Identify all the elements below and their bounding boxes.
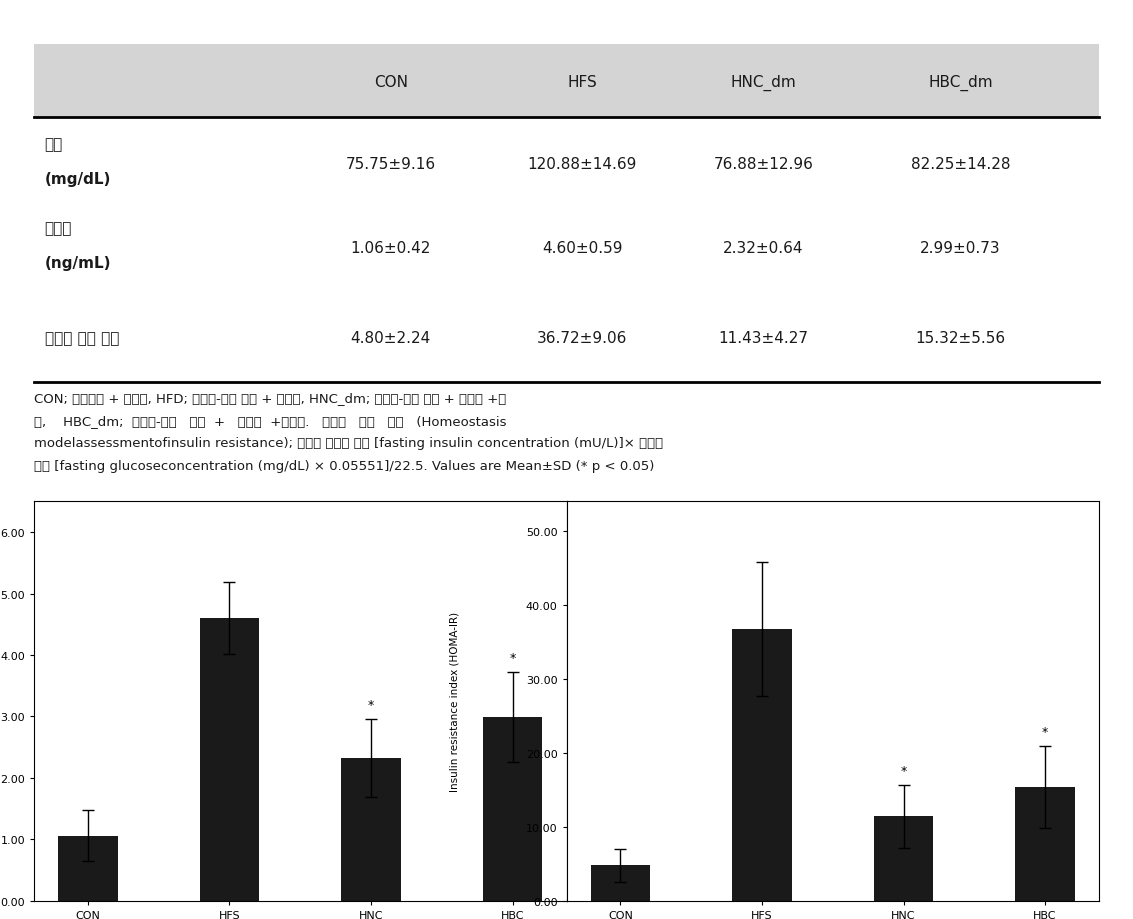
Text: (mg/dL): (mg/dL) bbox=[44, 172, 111, 187]
Bar bbox=[483, 717, 543, 901]
Text: 혈당 [fasting glucoseconcentration (mg/dL) × 0.05551]/22.5. Values are Mean±SD (* : 혈당 [fasting glucoseconcentration (mg/dL)… bbox=[34, 460, 655, 473]
Text: 2.99±0.73: 2.99±0.73 bbox=[920, 241, 1000, 255]
Text: (ng/mL): (ng/mL) bbox=[44, 255, 111, 271]
Text: 36.72±9.06: 36.72±9.06 bbox=[537, 331, 628, 346]
Text: *: * bbox=[1042, 725, 1048, 739]
Text: HBC_dm: HBC_dm bbox=[928, 74, 993, 91]
Text: HNC_dm: HNC_dm bbox=[731, 74, 796, 91]
Text: *: * bbox=[901, 764, 906, 777]
Bar bbox=[590, 865, 650, 901]
Text: CON: CON bbox=[374, 75, 408, 90]
Text: CON; 일반식이 + 증류수, HFD; 고지방-고당 식이 + 증류수, HNC_dm; 고지방-고당 식이 + 증류수 +나: CON; 일반식이 + 증류수, HFD; 고지방-고당 식이 + 증류수, H… bbox=[34, 391, 506, 404]
Text: HFS: HFS bbox=[568, 75, 597, 90]
Bar bbox=[199, 618, 259, 901]
Text: 인슐린: 인슐린 bbox=[44, 221, 73, 235]
Text: modelassessmentofinsulin resistance); 공복시 인슐린 수치 [fasting insulin concentration : modelassessmentofinsulin resistance); 공복… bbox=[34, 437, 663, 450]
Y-axis label: Insulin resistance index (HOMA-IR): Insulin resistance index (HOMA-IR) bbox=[450, 611, 460, 791]
Text: 혈당: 혈당 bbox=[44, 137, 63, 152]
Bar bbox=[58, 835, 118, 901]
Text: 4.80±2.24: 4.80±2.24 bbox=[350, 331, 431, 346]
Text: 4.60±0.59: 4.60±0.59 bbox=[543, 241, 623, 255]
Bar bbox=[1015, 788, 1075, 901]
Text: 15.32±5.56: 15.32±5.56 bbox=[915, 331, 1006, 346]
Text: 인슐린 저항 지수: 인슐린 저항 지수 bbox=[44, 331, 119, 346]
Text: 11.43±4.27: 11.43±4.27 bbox=[718, 331, 809, 346]
Text: 82.25±14.28: 82.25±14.28 bbox=[911, 157, 1011, 172]
Text: 1.06±0.42: 1.06±0.42 bbox=[350, 241, 431, 255]
Text: 76.88±12.96: 76.88±12.96 bbox=[714, 157, 813, 172]
Bar bbox=[341, 758, 401, 901]
Bar bbox=[34, 45, 1099, 118]
Bar bbox=[732, 630, 792, 901]
Text: 2.32±0.64: 2.32±0.64 bbox=[723, 241, 803, 255]
Bar bbox=[874, 816, 934, 901]
Text: 물,    HBC_dm;  고지방-고당   식이  +   증류수  +비빔밥.   인슐린   저항   지수   (Homeostasis: 물, HBC_dm; 고지방-고당 식이 + 증류수 +비빔밥. 인슐린 저항 … bbox=[34, 414, 506, 427]
Text: *: * bbox=[368, 698, 374, 711]
Text: *: * bbox=[510, 652, 516, 664]
Text: 75.75±9.16: 75.75±9.16 bbox=[346, 157, 436, 172]
Text: 120.88±14.69: 120.88±14.69 bbox=[528, 157, 637, 172]
